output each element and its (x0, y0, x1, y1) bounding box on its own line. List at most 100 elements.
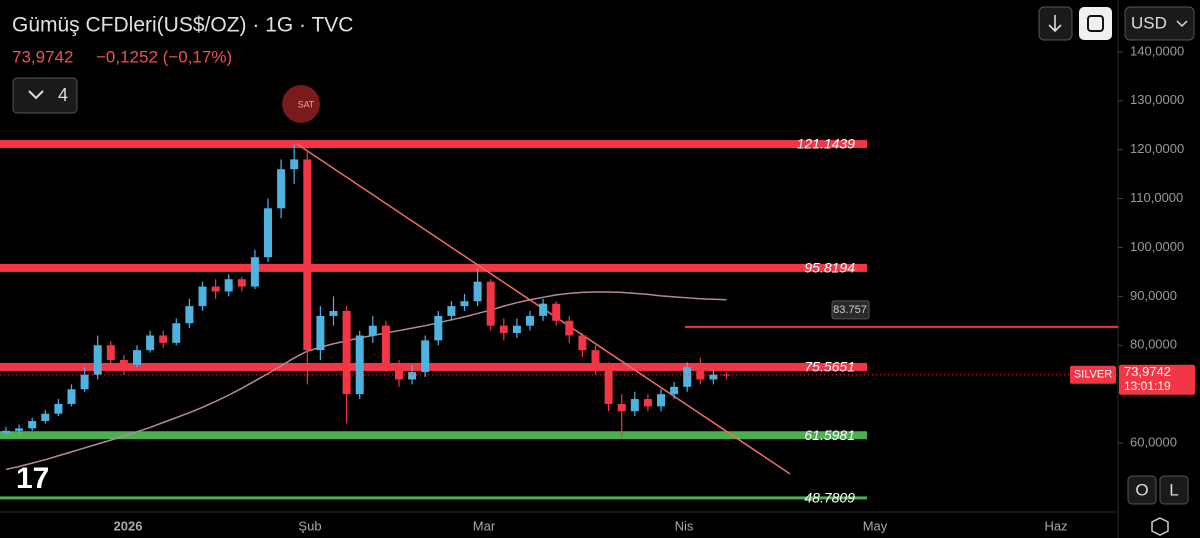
y-tick-label: 60,0000 (1130, 434, 1177, 449)
candle-body (657, 394, 665, 407)
level-label: 75.5651 (804, 359, 855, 375)
settings-icon[interactable] (1151, 517, 1169, 536)
y-tick-label: 130,0000 (1130, 92, 1184, 107)
candle-body (552, 303, 561, 321)
candle-body (41, 413, 50, 422)
candle-body (303, 159, 312, 351)
sell-marker (282, 85, 320, 123)
ray-label-box (831, 300, 870, 320)
ray-label: 83.757 (833, 304, 867, 316)
chart-title: Gümüş CFDleri(US$/OZ) · 1G · TVC (12, 14, 353, 37)
candle-body (185, 306, 194, 324)
candle-body (460, 301, 469, 307)
candle-body (421, 340, 430, 373)
candle-body (617, 403, 626, 412)
candle-body (512, 325, 521, 334)
candle-body (408, 372, 417, 380)
candle-body (670, 386, 679, 395)
button-l-label: L (1169, 480, 1178, 499)
candle-body (250, 257, 259, 287)
candle-body (381, 325, 390, 365)
scale-button[interactable] (1079, 7, 1112, 40)
candle-body (565, 320, 574, 336)
button-o-label: O (1135, 480, 1148, 499)
candle-body (15, 428, 24, 431)
button-l[interactable] (1159, 475, 1189, 505)
chevron-icon (1176, 20, 1188, 28)
candle-body (211, 286, 220, 292)
candle-body (342, 311, 351, 395)
candle-body (264, 208, 272, 258)
level-line (0, 362, 867, 371)
candle-body (447, 306, 456, 316)
symbol-label: SILVER (1074, 369, 1112, 381)
candle-body (106, 345, 115, 360)
level-label: 61.5981 (804, 427, 855, 443)
candle-body (146, 335, 155, 351)
candle-body (224, 279, 233, 292)
level-label: 48.7809 (804, 490, 855, 506)
candle-body (368, 325, 377, 336)
currency: USD (1131, 13, 1167, 32)
level-line (0, 496, 867, 500)
candle-body (316, 315, 325, 351)
level-label: 121.1439 (797, 136, 856, 152)
sell-marker-label: SAT (298, 99, 315, 109)
indicator-count: 4 (58, 85, 68, 105)
level-line (0, 263, 867, 272)
candle-body (630, 399, 639, 412)
candle-body (119, 359, 128, 365)
candle-body (290, 159, 299, 170)
candle-body (133, 350, 141, 365)
arrow-icon (1048, 15, 1062, 33)
candle-body (499, 325, 508, 334)
candle-body (591, 350, 600, 365)
button-o[interactable] (1127, 475, 1157, 505)
candle-body (172, 323, 181, 343)
price-change: −0,1252 (−0,17%) (96, 47, 232, 66)
candle-body (198, 286, 207, 307)
y-tick-label: 80,0000 (1130, 337, 1177, 352)
candle-body (67, 389, 76, 404)
level-label: 95.8194 (804, 260, 855, 276)
moving-average (5, 291, 727, 471)
candle-body (539, 303, 548, 316)
candle-body (578, 335, 587, 351)
indicator-toggle[interactable] (12, 77, 78, 114)
x-tick-label: Nis (675, 518, 694, 533)
x-tick-label: Şub (298, 518, 321, 533)
candle-body (80, 374, 89, 390)
candle-body (277, 169, 286, 209)
candle-body (722, 374, 731, 376)
candle-body (604, 364, 613, 404)
candle-body (2, 430, 10, 434)
x-tick-label: Haz (1044, 518, 1067, 533)
y-tick-label: 110,0000 (1130, 190, 1183, 205)
symbol-tag (1070, 365, 1116, 384)
candle-body (395, 364, 403, 380)
candle-body (159, 335, 168, 343)
candle-body (486, 281, 495, 326)
x-tick-label: 2026 (114, 518, 143, 533)
y-tick-label: 120,0000 (1130, 141, 1184, 156)
logo: 17 (16, 462, 49, 495)
candle-body (526, 315, 534, 326)
level-line (0, 140, 867, 149)
price: 73,9742 (12, 47, 73, 66)
candle-body (683, 367, 692, 387)
candle-body (643, 399, 652, 407)
candle-body (709, 374, 718, 380)
candle-body (54, 403, 63, 414)
candle-body (473, 281, 482, 302)
y-tick-label: 140,0000 (1130, 43, 1184, 58)
countdown: 13:01:19 (1124, 379, 1171, 393)
candle-body (237, 279, 246, 287)
y-tick-label: 100,0000 (1130, 239, 1184, 254)
scale-icon (1087, 15, 1104, 32)
x-tick-label: May (863, 518, 888, 533)
candle-body (355, 335, 364, 395)
currency-button[interactable] (1124, 6, 1195, 41)
candle-body (28, 421, 37, 429)
level-line (0, 431, 867, 440)
